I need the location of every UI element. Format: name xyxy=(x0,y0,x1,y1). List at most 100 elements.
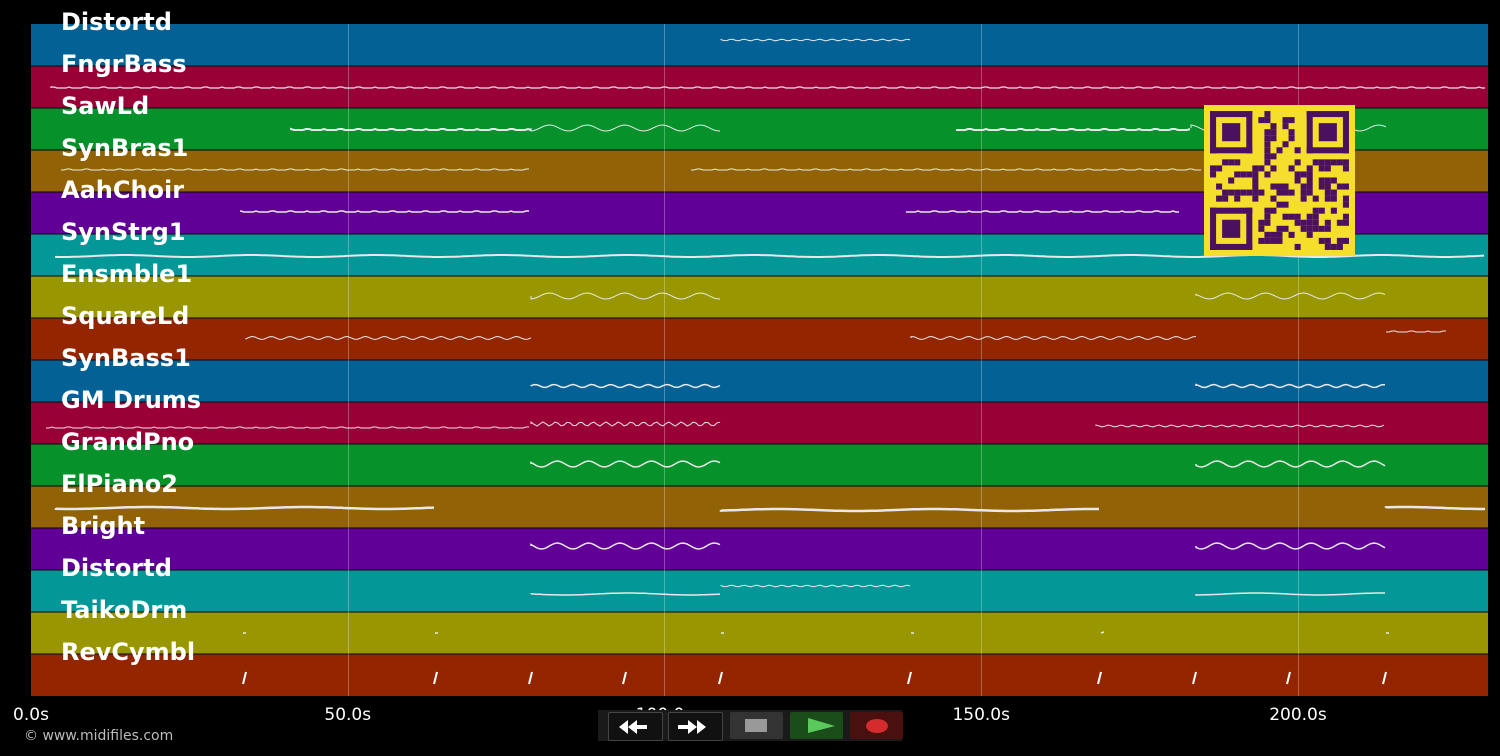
grid-line xyxy=(1297,24,1299,696)
track-divider xyxy=(31,611,1488,613)
track-divider xyxy=(31,149,1488,151)
note-segment xyxy=(622,671,627,685)
track-lane[interactable] xyxy=(31,444,1488,486)
track-name: ElPiano2 xyxy=(61,470,178,498)
track-name: SynStrg1 xyxy=(61,218,186,246)
note-segment xyxy=(720,38,911,42)
play-button[interactable] xyxy=(790,712,843,739)
track-lane[interactable] xyxy=(31,318,1488,360)
note-segment xyxy=(240,209,529,213)
tick-label: 200.0s xyxy=(1269,705,1327,725)
note-segment xyxy=(242,671,247,685)
note-segment xyxy=(50,86,1485,89)
play-icon xyxy=(808,718,835,733)
note-segment xyxy=(530,592,721,596)
track-name: SynBras1 xyxy=(61,134,189,162)
note-segment xyxy=(530,124,721,132)
track-lane[interactable] xyxy=(31,570,1488,612)
note-segment xyxy=(907,671,912,685)
tick-label: 150.0s xyxy=(952,705,1010,725)
note-segment xyxy=(720,584,911,588)
note-segment xyxy=(46,426,529,429)
note-segment xyxy=(910,335,1197,341)
note-segment xyxy=(1100,631,1105,634)
track-name: SynBass1 xyxy=(61,344,191,372)
note-segment xyxy=(290,127,532,131)
track-name: TaikoDrm xyxy=(61,596,188,624)
note-segment xyxy=(245,335,532,341)
track-lane[interactable] xyxy=(31,24,1488,66)
track-divider xyxy=(31,653,1488,655)
track-name: GrandPno xyxy=(61,428,195,456)
note-segment xyxy=(61,168,529,171)
note-segment xyxy=(1097,671,1102,685)
track-divider xyxy=(31,107,1488,109)
track-divider xyxy=(31,359,1488,361)
record-icon xyxy=(866,719,888,733)
note-layer xyxy=(46,38,1485,685)
note-segment xyxy=(719,507,1099,513)
track-divider xyxy=(31,401,1488,403)
note-segment xyxy=(1386,330,1446,333)
track-divider xyxy=(31,191,1488,193)
track-name: GM Drums xyxy=(61,386,202,414)
grid-line xyxy=(981,24,983,696)
note-segment xyxy=(530,383,721,389)
track-name: SawLd xyxy=(61,92,150,120)
track-divider xyxy=(31,443,1488,445)
qr-code xyxy=(1204,105,1355,256)
fast-forward-button[interactable] xyxy=(668,712,723,741)
note-segment xyxy=(530,421,721,427)
track-name: Bright xyxy=(61,512,146,540)
track-name: SquareLd xyxy=(61,302,190,330)
track-lane[interactable] xyxy=(31,612,1488,654)
track-lane[interactable] xyxy=(31,654,1488,696)
track-divider xyxy=(31,317,1488,319)
track-divider xyxy=(31,569,1488,571)
stop-icon xyxy=(745,719,767,732)
track-lane[interactable] xyxy=(31,528,1488,570)
track-lane[interactable] xyxy=(31,402,1488,444)
note-segment xyxy=(1195,383,1385,389)
note-segment xyxy=(691,168,1201,171)
track-divider xyxy=(31,485,1488,487)
transport-controls xyxy=(598,710,903,741)
note-segment xyxy=(530,292,721,300)
stop-button[interactable] xyxy=(730,712,783,739)
note-segment xyxy=(1195,292,1386,300)
note-segment xyxy=(1195,460,1386,468)
note-segment xyxy=(530,542,721,550)
track-area[interactable]: Distortd FngrBass SawLd SynBras1 AahChoir Syn… xyxy=(31,8,1488,696)
note-segment xyxy=(718,671,723,685)
grid-line xyxy=(347,24,349,696)
tick-label: 0.0s xyxy=(13,705,49,725)
note-segment xyxy=(1382,671,1387,685)
note-segment xyxy=(1095,424,1385,428)
track-lane[interactable] xyxy=(31,360,1488,402)
copyright-text: © www.midifiles.com xyxy=(24,728,174,744)
fast-forward-icon xyxy=(678,720,706,734)
note-segment xyxy=(530,460,721,468)
track-name: FngrBass xyxy=(61,50,187,78)
note-segment xyxy=(1195,542,1386,550)
track-name: Distortd xyxy=(61,8,172,36)
track-name: AahChoir xyxy=(61,176,185,204)
rewind-button[interactable] xyxy=(608,712,663,741)
note-segment xyxy=(528,671,533,685)
rewind-icon xyxy=(619,720,647,734)
note-segment xyxy=(1286,671,1291,685)
track-divider xyxy=(31,65,1488,67)
record-button[interactable] xyxy=(850,712,903,739)
track-name: Ensmble1 xyxy=(61,260,193,288)
tick-label: 50.0s xyxy=(324,705,372,725)
track-divider xyxy=(31,527,1488,529)
note-segment xyxy=(1384,505,1485,511)
track-name: Distortd xyxy=(61,554,172,582)
track-name: RevCymbl xyxy=(61,638,196,666)
note-segment xyxy=(956,127,1191,131)
track-lane[interactable] xyxy=(31,276,1488,318)
note-segment xyxy=(54,505,435,511)
grid-line xyxy=(664,24,666,696)
note-segment xyxy=(906,210,1179,213)
track-divider xyxy=(31,233,1488,235)
